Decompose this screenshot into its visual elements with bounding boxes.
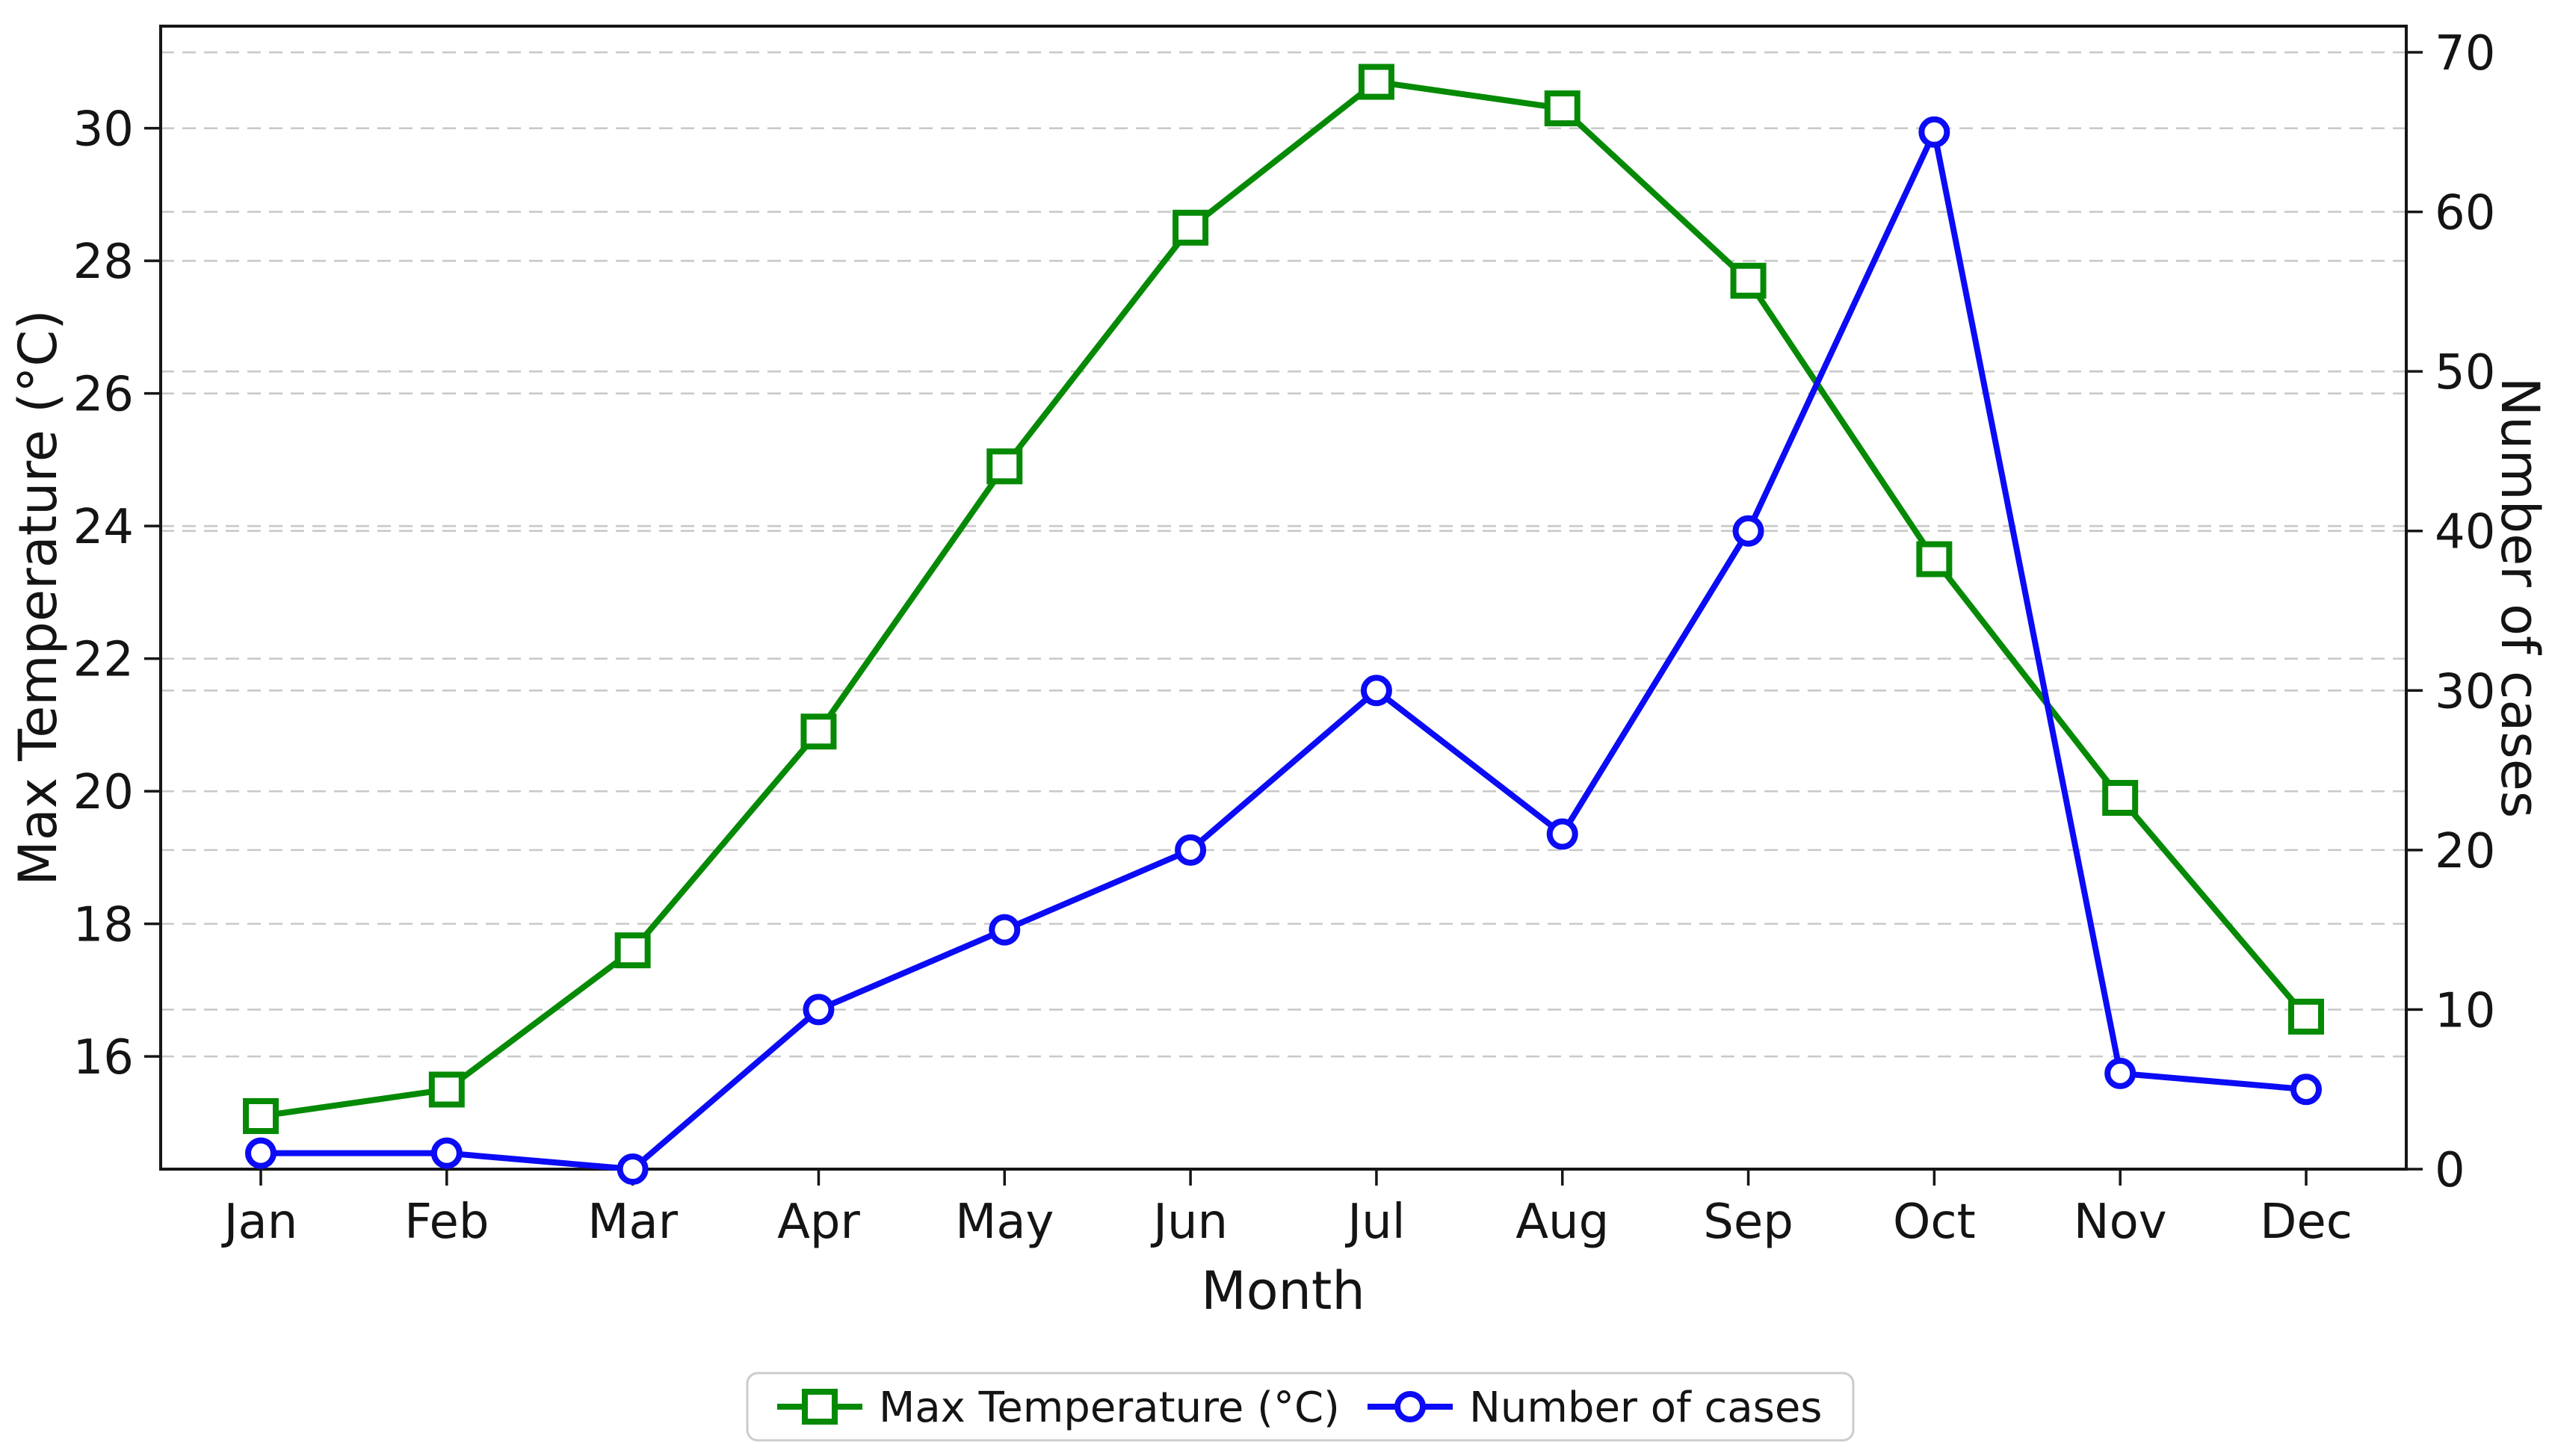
marker-square — [428, 1071, 465, 1108]
y-tick-label-left: 22 — [73, 633, 134, 688]
series-left — [243, 63, 2324, 1135]
marker-circle — [2290, 1074, 2322, 1106]
y-tick-labels-left: 16 18 20 22 24 26 28 30 — [73, 102, 134, 1085]
y-tick-label-left: 30 — [73, 102, 134, 158]
marker-circle — [1175, 834, 1207, 866]
marker-circle — [2104, 1057, 2136, 1089]
marker-square — [802, 1389, 838, 1425]
y-tick-label-left: 28 — [73, 235, 134, 290]
marker-circle — [989, 914, 1021, 946]
marker-circle — [1546, 818, 1578, 850]
marker-square — [243, 1098, 279, 1135]
marker-square — [2288, 998, 2324, 1035]
marker-square — [800, 713, 837, 750]
y-tick-label-right: 10 — [2435, 983, 2495, 1038]
y-tick-label-right: 20 — [2435, 824, 2495, 879]
y-tick-label-right: 30 — [2435, 664, 2495, 719]
y-tick-label-left: 24 — [73, 500, 134, 555]
y-axis-label-left: Max Temperature (°C) — [7, 309, 69, 885]
x-tick-label: Sep — [1703, 1195, 1793, 1250]
marker-square — [1172, 209, 1209, 246]
x-tick-label: Jul — [1344, 1195, 1405, 1250]
legend: Max Temperature (°C) Number of cases — [746, 1372, 1855, 1442]
y-tick-label-left: 18 — [73, 898, 134, 953]
x-tick-label: Apr — [777, 1195, 860, 1250]
legend-label-temperature: Max Temperature (°C) — [879, 1384, 1340, 1432]
x-tick-label: May — [955, 1195, 1054, 1250]
y-tick-label-left: 26 — [73, 368, 134, 423]
marker-circle — [803, 994, 835, 1026]
marker-circle — [1360, 675, 1392, 707]
x-tick-label: Oct — [1893, 1195, 1976, 1250]
marker-circle — [1394, 1391, 1426, 1422]
x-tick-labels: Jan Feb Mar Apr May Jun Jul Aug Sep Oct Nov Dec — [221, 1195, 2352, 1250]
marker-square — [1916, 541, 1953, 577]
x-tick-label: Jun — [1150, 1195, 1228, 1250]
y-tick-labels-right: 0 10 20 30 40 50 60 70 — [2435, 26, 2495, 1198]
series-lines — [243, 63, 2324, 1185]
y-tick-label-left: 16 — [73, 1030, 134, 1085]
marker-circle — [1918, 116, 1950, 148]
marker-square — [1730, 262, 1767, 299]
x-tick-label: Mar — [587, 1195, 678, 1250]
y-tick-label-left: 20 — [73, 765, 134, 820]
y-axis-label-right: Number of cases — [2489, 377, 2549, 819]
y-tick-label-right: 70 — [2435, 26, 2495, 81]
marker-circle — [617, 1153, 649, 1185]
legend-label-cases: Number of cases — [1469, 1384, 1822, 1432]
y-tick-label-right: 50 — [2435, 345, 2495, 400]
marker-circle — [430, 1137, 463, 1169]
x-tick-label: Jan — [221, 1195, 298, 1250]
marker-square — [614, 932, 651, 969]
gridlines — [161, 51, 2406, 1171]
x-tick-label: Feb — [404, 1195, 489, 1250]
spines — [159, 25, 2408, 1171]
marker-square — [986, 448, 1023, 485]
legend-samples — [777, 1389, 1453, 1425]
marker-circle — [1732, 515, 1764, 547]
axis-ticks — [144, 51, 2423, 1186]
x-tick-label: Aug — [1516, 1195, 1609, 1250]
y-tick-label-right: 0 — [2435, 1143, 2465, 1198]
x-tick-label: Nov — [2074, 1195, 2167, 1250]
x-axis-label: Month — [1201, 1260, 1365, 1322]
x-tick-label: Dec — [2260, 1195, 2352, 1250]
marker-circle — [245, 1137, 276, 1169]
series-line — [260, 78, 2309, 1119]
y-tick-label-right: 40 — [2435, 505, 2495, 560]
marker-square — [2102, 780, 2139, 817]
legend-box — [746, 1372, 1855, 1442]
series-line — [261, 128, 2307, 1172]
marker-square — [1358, 63, 1394, 100]
series-right — [245, 116, 2322, 1185]
marker-square — [1544, 90, 1581, 127]
y-tick-label-right: 60 — [2435, 186, 2495, 241]
plot-frame — [159, 25, 2408, 1171]
